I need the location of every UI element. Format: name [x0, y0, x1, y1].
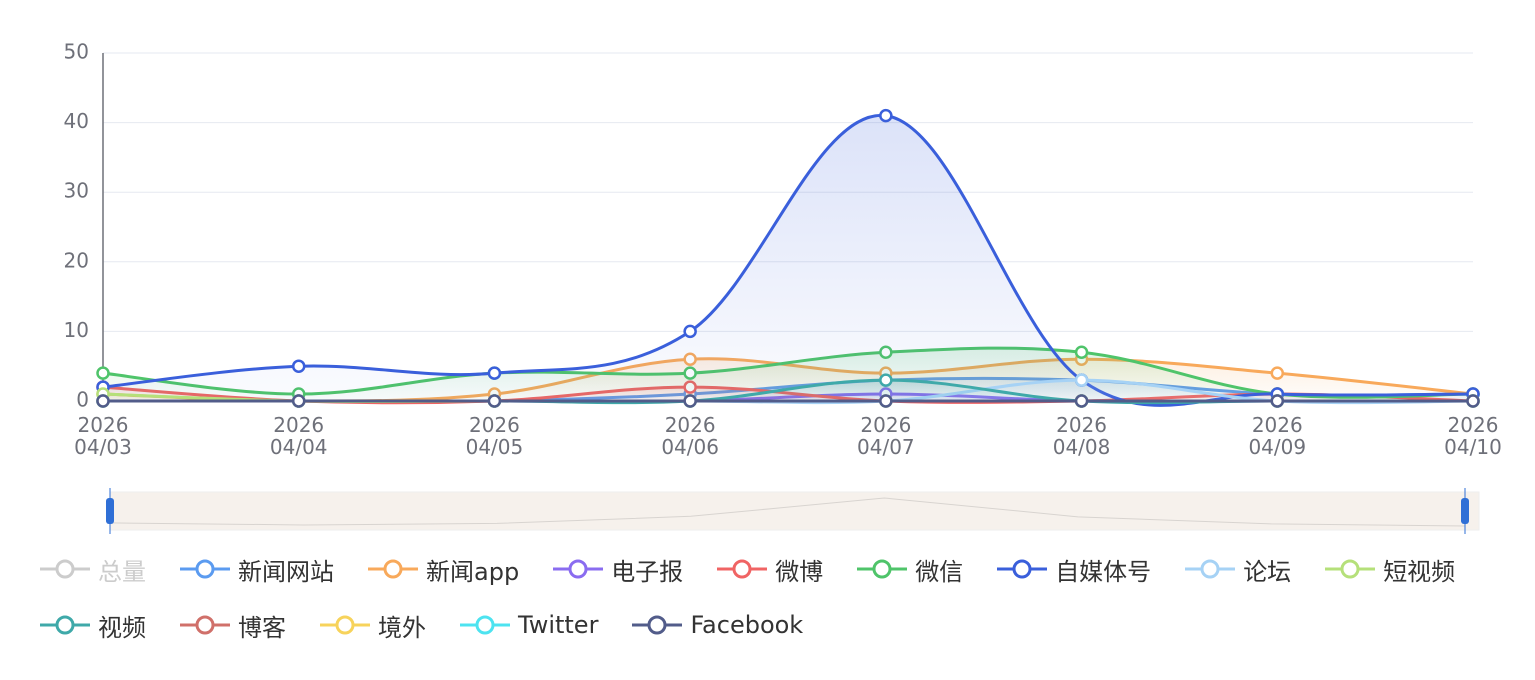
legend-label: 微信: [915, 557, 964, 586]
point: [1074, 373, 1089, 387]
area: [103, 380, 1473, 403]
point: [1270, 394, 1285, 408]
legend-item[interactable]: 微博: [717, 550, 823, 588]
point: [96, 394, 110, 408]
x-tick-label: 2026 04/05: [465, 413, 524, 459]
legend-icon: [632, 615, 683, 635]
y-tick-label: 50: [64, 40, 89, 64]
legend-item[interactable]: 新闻app: [368, 550, 519, 588]
legend-icon: [553, 559, 604, 579]
legend-icon: [180, 559, 230, 579]
point: [291, 394, 306, 408]
legend-label: Facebook: [690, 611, 804, 639]
legend-item[interactable]: 视频: [40, 606, 146, 644]
point: [487, 366, 502, 380]
x-tick-label: 2026 04/07: [857, 413, 915, 459]
legend-item[interactable]: 论坛: [1185, 550, 1291, 588]
legend-icon: [320, 615, 370, 635]
legend-item[interactable]: 微信: [857, 550, 963, 588]
y-tick-label: 10: [64, 318, 89, 342]
legend-label: 自媒体号: [1055, 557, 1152, 586]
legend-label: 新闻网站: [238, 557, 334, 586]
legend-icon: [1185, 559, 1236, 579]
area: [103, 380, 1473, 403]
x-tick-label: 2026 04/09: [1248, 413, 1307, 459]
legend-icon: [40, 559, 90, 579]
legend-icon: [180, 615, 230, 635]
point: [879, 394, 893, 408]
legend-item[interactable]: 总量: [40, 550, 146, 588]
legend-label: 博客: [238, 613, 286, 642]
legend-icon: [997, 559, 1048, 579]
x-tick-label: 2026 04/06: [661, 413, 719, 459]
legend-label: 境外: [378, 613, 426, 642]
legend-icon: [460, 615, 510, 635]
point: [96, 366, 110, 380]
legend-icon: [717, 559, 768, 579]
legend-item[interactable]: 自媒体号: [997, 550, 1151, 588]
zoom-handle: [1461, 498, 1469, 524]
y-tick-label: 30: [64, 179, 89, 203]
legend-icon: [40, 615, 90, 635]
legend-item[interactable]: 短视频: [1325, 550, 1455, 588]
legend-label: 新闻app: [426, 557, 520, 586]
point: [879, 108, 893, 123]
y-tick-label: 0: [76, 388, 89, 412]
legend: 总量 新闻网站 新闻app 电子报 微博 微信 自媒体号 论坛 短视频视频 博客 境外 Twitter…: [40, 550, 1515, 644]
legend-icon: [857, 559, 908, 579]
legend-item[interactable]: 博客: [180, 606, 286, 644]
y-tick-label: 20: [64, 248, 89, 272]
legend-label: 微博: [775, 557, 824, 586]
legend-item[interactable]: 新闻网站: [180, 550, 334, 588]
legend-label: 短视频: [1383, 557, 1456, 586]
zoom-handle: [106, 498, 114, 524]
point: [683, 324, 697, 339]
point: [291, 359, 306, 373]
legend-label: Twitter: [518, 611, 599, 639]
legend-item[interactable]: 电子报: [553, 550, 683, 588]
legend-item[interactable]: 境外: [320, 606, 426, 644]
legend-label: 总量: [98, 557, 146, 586]
legend-label: 论坛: [1243, 557, 1292, 586]
point: [1074, 345, 1089, 360]
legend-item[interactable]: Facebook: [632, 606, 803, 644]
point: [1270, 366, 1285, 380]
point: [1074, 394, 1089, 408]
data-zoom-shape: [109, 497, 1466, 527]
legend-label: 视频: [98, 613, 146, 642]
point: [683, 394, 697, 408]
x-tick-label: 2026 04/10: [1444, 413, 1502, 459]
point: [1466, 394, 1480, 408]
area: [103, 115, 1473, 406]
point: [487, 394, 502, 408]
legend-icon: [1325, 559, 1376, 579]
point: [879, 373, 893, 387]
legend-icon: [368, 559, 418, 579]
y-tick-label: 40: [64, 109, 89, 133]
x-tick-label: 2026 04/04: [269, 413, 328, 459]
chart: 0 10 20 30 40 50: [64, 40, 1480, 534]
legend-item[interactable]: Twitter: [460, 606, 598, 644]
x-tick-label: 2026 04/08: [1052, 413, 1111, 459]
x-tick-label: 2026 04/03: [74, 413, 132, 459]
legend-label: 电子报: [611, 557, 684, 586]
